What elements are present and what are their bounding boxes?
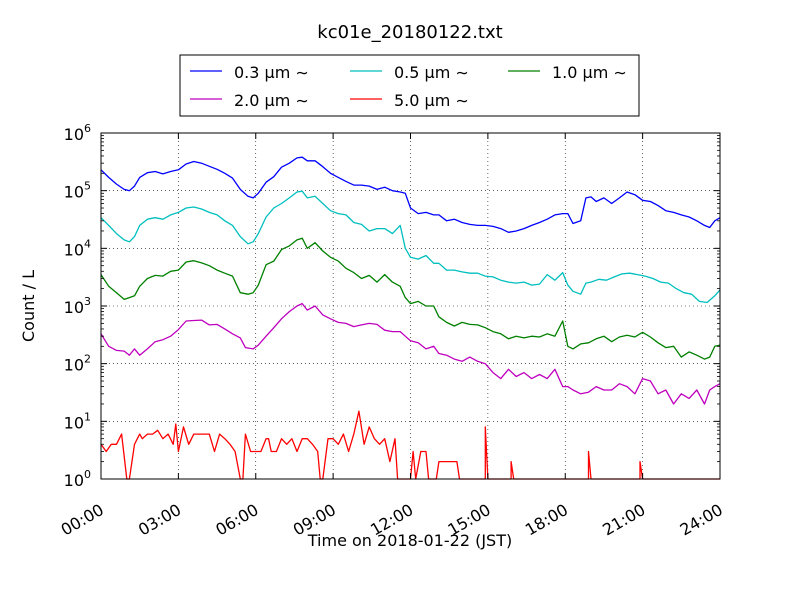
y-tick-label: 104: [64, 237, 91, 259]
x-tick-label: 21:00: [599, 500, 648, 540]
x-axis-label: Time on 2018-01-22 (JST): [307, 531, 512, 550]
axis-ticks: 00:00 03:00 06:00 09:00 12:00 15:00 18:00 21:00…: [58, 122, 726, 540]
legend-label: 2.0 μm ∼: [234, 91, 309, 110]
x-tick-label: 06:00: [212, 500, 261, 540]
series-layer: [100, 156, 721, 480]
legend-label: 5.0 μm ∼: [394, 91, 469, 110]
y-tick-label: 106: [64, 122, 91, 144]
x-tick-label: 00:00: [58, 500, 107, 540]
series-line-3: [100, 237, 721, 360]
grid: [101, 133, 720, 479]
y-tick-label: 101: [64, 410, 91, 432]
legend: 0.3 μm ∼ 0.5 μm ∼ 1.0 μm ∼ 2.0 μm ∼ 5.0 μm ∼: [179, 54, 640, 117]
y-tick-label: 103: [64, 295, 91, 317]
legend-box: [179, 54, 640, 117]
legend-label: 0.3 μm ∼: [234, 63, 309, 82]
x-tick-label: 24:00: [677, 500, 726, 540]
x-tick-label: 18:00: [522, 500, 571, 540]
y-tick-label: 102: [64, 353, 91, 375]
series-line-5: [100, 410, 720, 480]
x-tick-label: 03:00: [135, 500, 184, 540]
legend-label: 0.5 μm ∼: [394, 63, 469, 82]
series-line-1: [100, 156, 721, 233]
series-line-4: [100, 302, 721, 405]
y-tick-label: 100: [64, 468, 91, 490]
y-tick-label: 105: [64, 180, 91, 202]
y-axis-label: Count / L: [19, 270, 38, 342]
legend-label: 1.0 μm ∼: [552, 63, 627, 82]
series-line-2: [100, 190, 721, 304]
chart-title: kc01e_20180122.txt: [317, 22, 502, 43]
